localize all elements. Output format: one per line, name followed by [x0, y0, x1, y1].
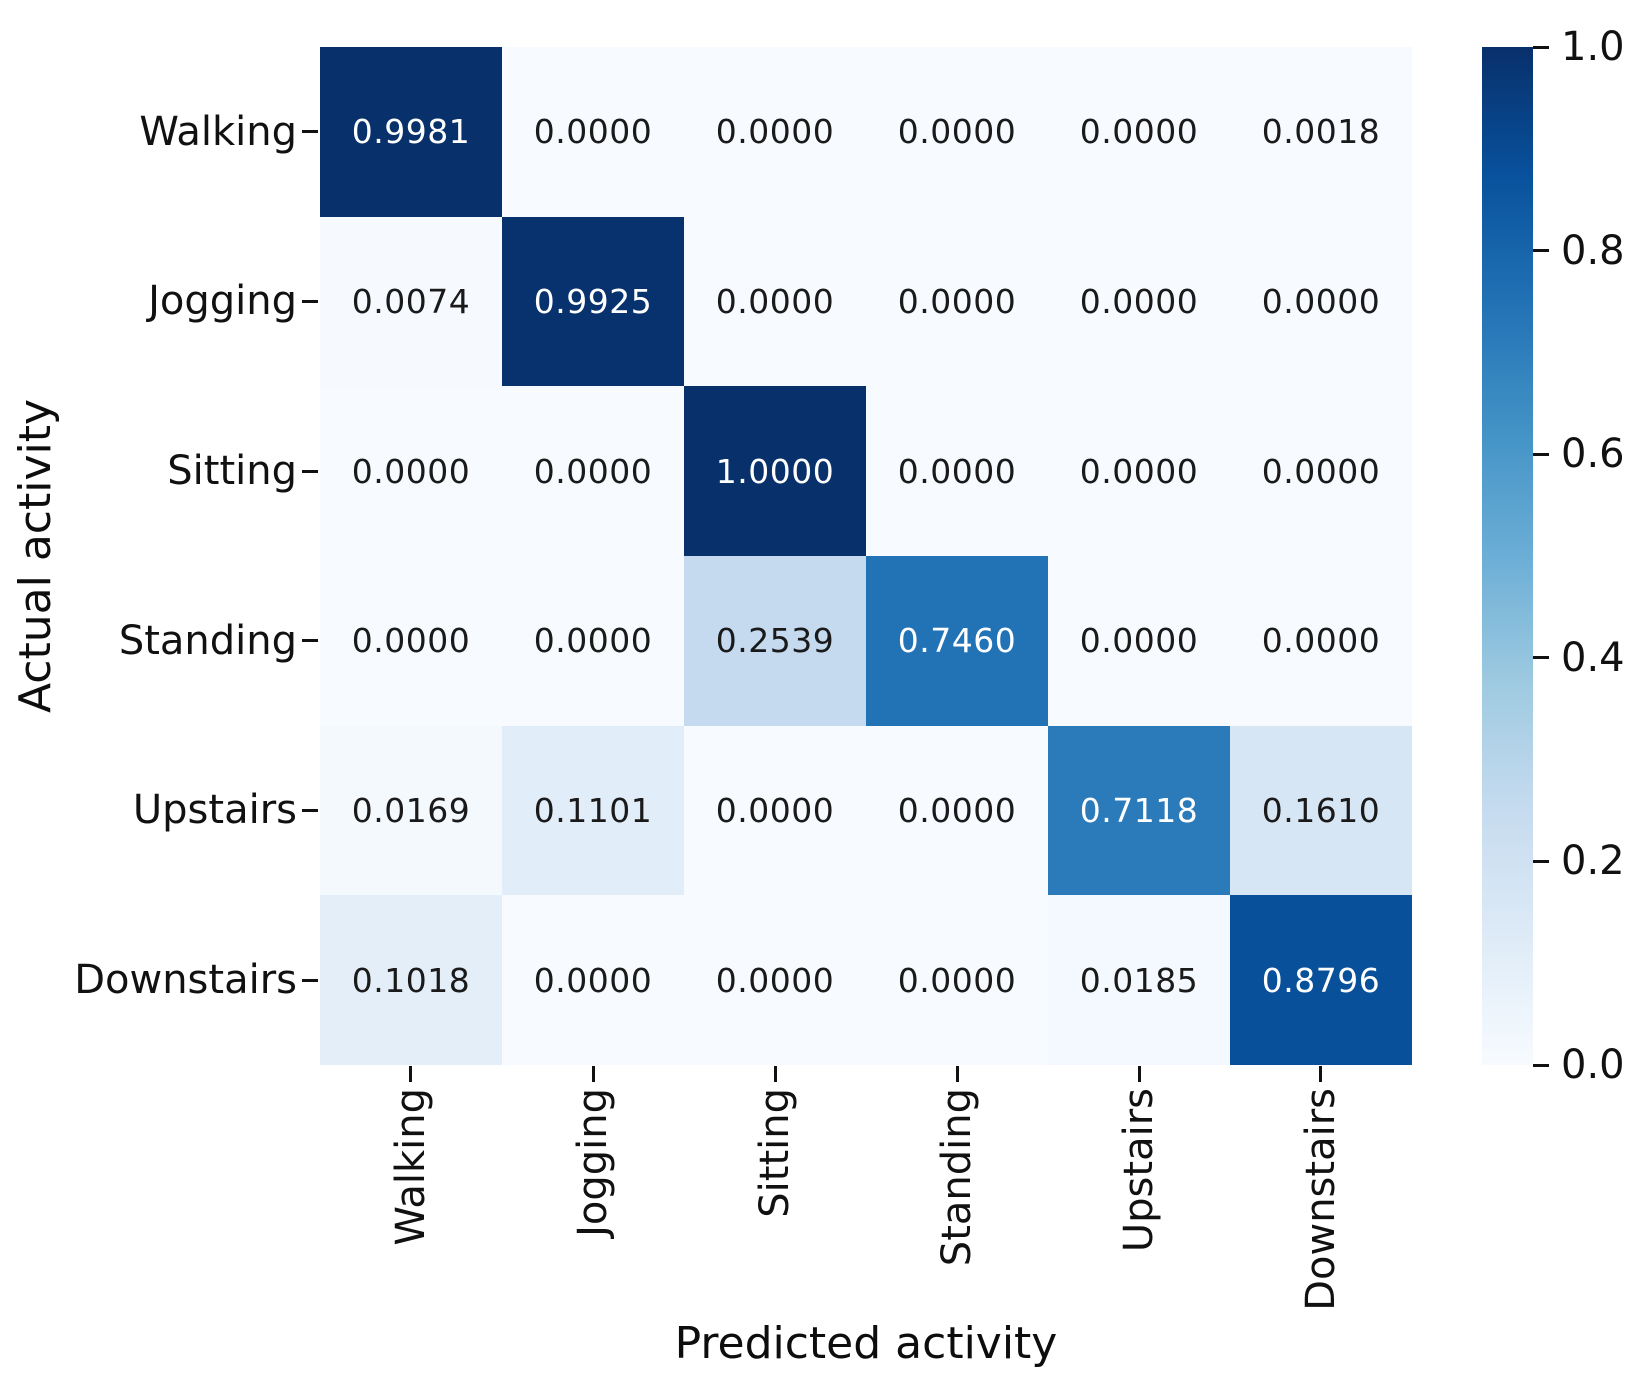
heatmap-cell: 0.0000 — [684, 216, 866, 387]
y-tick — [302, 809, 318, 812]
heatmap-cell: 0.9925 — [502, 216, 684, 387]
colorbar-ticks — [1533, 45, 1549, 1067]
x-axis-title: Predicted activity — [674, 1318, 1058, 1369]
heatmap-cell: 1.0000 — [684, 386, 866, 556]
heatmap-cell: 0.0000 — [320, 556, 502, 726]
x-tick-label-slot: Jogging — [570, 1088, 616, 1241]
y-tick-label: Sitting — [167, 448, 297, 495]
x-tick-label: Jogging — [570, 1088, 616, 1237]
heatmap-cell: 0.0000 — [866, 725, 1048, 896]
x-tick-label: Upstairs — [1116, 1088, 1162, 1253]
x-tick-label-slot: Walking — [388, 1088, 434, 1250]
heatmap-cell: 0.0000 — [502, 895, 684, 1065]
heatmap-cell: 0.0000 — [684, 47, 866, 217]
y-tick — [302, 130, 318, 134]
colorbar-tick-label: 0.4 — [1561, 634, 1625, 681]
y-tick — [302, 469, 318, 473]
heatmap-grid: 0.9981 0.0000 0.0000 0.0000 0.0000 0.0018 0.00… — [320, 47, 1412, 1065]
colorbar-tick-label: 0.6 — [1561, 431, 1625, 478]
y-tick-label: Standing — [118, 617, 297, 664]
x-ticks — [320, 1066, 1412, 1082]
y-tick — [302, 639, 318, 643]
colorbar-tick — [1533, 452, 1549, 456]
heatmap-cell: 0.0000 — [684, 725, 866, 896]
heatmap-cell: 0.9981 — [320, 47, 502, 217]
heatmap-cell: 0.0000 — [1048, 47, 1230, 217]
colorbar-tick-label: 0.0 — [1561, 1042, 1625, 1088]
x-tick — [1319, 1066, 1323, 1082]
heatmap-cell: 0.0185 — [1048, 895, 1230, 1065]
heatmap-cell: 0.0000 — [1048, 386, 1230, 556]
colorbar-labels: 1.0 0.8 0.6 0.4 0.2 0.0 — [1561, 27, 1639, 1085]
colorbar-tick-label: 1.0 — [1561, 24, 1625, 70]
x-tick — [591, 1066, 595, 1082]
x-tick — [1137, 1066, 1141, 1082]
y-tick-label: Jogging — [148, 278, 297, 325]
heatmap-cell: 0.0074 — [320, 216, 502, 387]
heatmap-cell: 0.8796 — [1230, 895, 1412, 1065]
heatmap-cell: 0.0000 — [502, 386, 684, 556]
x-tick-label: Downstairs — [1298, 1088, 1344, 1311]
x-tick-labels: Walking Jogging Sitting Standing Upstairs Dow… — [320, 1088, 1412, 1338]
heatmap-cell: 0.0169 — [320, 725, 502, 896]
y-tick-label: Upstairs — [132, 787, 297, 834]
colorbar-tick — [1533, 249, 1549, 253]
heatmap-cell: 0.0000 — [866, 895, 1048, 1065]
colorbar-tick — [1533, 1063, 1549, 1067]
heatmap-cell: 0.0018 — [1230, 47, 1412, 217]
colorbar — [1482, 47, 1533, 1065]
heatmap-cell: 0.0000 — [502, 556, 684, 726]
heatmap-cell: 0.1610 — [1230, 725, 1412, 896]
y-tick — [302, 300, 318, 303]
x-tick-label: Sitting — [752, 1088, 798, 1218]
heatmap-cell: 0.1018 — [320, 895, 502, 1065]
heatmap-cell: 0.0000 — [866, 386, 1048, 556]
y-ticks — [302, 47, 318, 1065]
y-tick-label: Downstairs — [74, 957, 297, 1004]
colorbar-tick-label: 0.8 — [1561, 227, 1625, 274]
heatmap-cell: 0.0000 — [1230, 216, 1412, 387]
x-tick — [409, 1066, 413, 1082]
x-tick-label-slot: Upstairs — [1116, 1088, 1162, 1256]
x-tick-label-slot: Sitting — [752, 1088, 798, 1222]
x-tick-label: Walking — [388, 1088, 434, 1246]
heatmap-cell: 0.0000 — [1230, 386, 1412, 556]
heatmap-cell: 0.0000 — [502, 47, 684, 217]
heatmap-cell: 0.0000 — [1048, 556, 1230, 726]
y-tick-label: Walking — [139, 108, 297, 155]
x-tick — [773, 1066, 777, 1082]
heatmap-cell: 0.0000 — [1230, 556, 1412, 726]
y-tick-labels: Walking Jogging Sitting Standing Upstairs Dow… — [0, 47, 297, 1065]
colorbar-tick — [1533, 45, 1549, 49]
heatmap-cell: 0.1101 — [502, 725, 684, 896]
heatmap-cell: 0.0000 — [1048, 216, 1230, 387]
heatmap-cell: 0.0000 — [866, 216, 1048, 387]
x-tick-label-slot: Downstairs — [1298, 1088, 1344, 1315]
heatmap-cell: 0.0000 — [320, 386, 502, 556]
x-tick — [955, 1066, 959, 1082]
colorbar-tick — [1533, 859, 1549, 863]
heatmap-cell: 0.7118 — [1048, 725, 1230, 896]
heatmap-cell: 0.2539 — [684, 556, 866, 726]
colorbar-tick-label: 0.2 — [1561, 838, 1625, 885]
x-tick-label: Standing — [934, 1088, 980, 1267]
x-tick-label-slot: Standing — [934, 1088, 980, 1270]
heatmap-cell: 0.7460 — [866, 556, 1048, 726]
heatmap-cell: 0.0000 — [684, 895, 866, 1065]
y-tick — [302, 978, 318, 982]
heatmap-cell: 0.0000 — [866, 47, 1048, 217]
colorbar-tick — [1533, 656, 1549, 660]
